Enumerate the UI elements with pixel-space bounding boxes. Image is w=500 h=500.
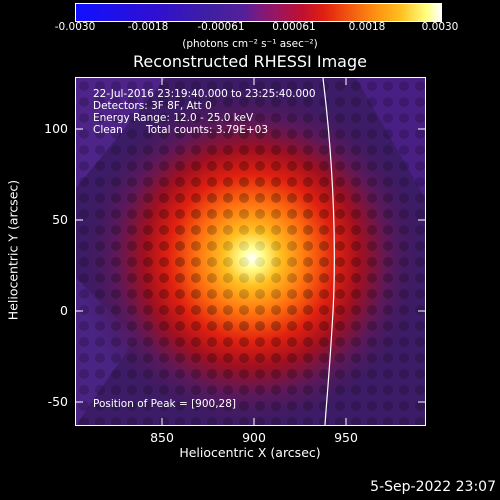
clean-ripple-pattern (76, 78, 425, 425)
plot-title: Reconstructed RHESSI Image (133, 52, 367, 71)
solar-limb (322, 78, 335, 425)
x-tick-label: 900 (242, 430, 266, 445)
x-axis-label: Heliocentric X (arcsec) (179, 445, 321, 460)
detectors-annotation: Detectors: 3F 8F, Att 0 (93, 100, 212, 112)
x-tick-label: 850 (150, 430, 174, 445)
y-tick-label: 100 (44, 121, 68, 136)
colorbar-tick-label: -0.0030 (54, 21, 96, 33)
colorbar-tick-label: -0.00061 (197, 21, 245, 33)
y-tick-label: 0 (60, 303, 68, 318)
energy-range-annotation: Energy Range: 12.0 - 25.0 keV (93, 112, 254, 124)
peak-position-annotation: Position of Peak = [900,28] (93, 398, 237, 410)
y-axis-label: Heliocentric Y (arcsec) (5, 179, 21, 321)
axis-ticks (76, 78, 425, 425)
total-counts-annotation: Total counts: 3.79E+03 (146, 124, 269, 136)
time-range-annotation: 22-Jul-2016 23:19:40.000 to 23:25:40.000 (93, 88, 316, 100)
y-tick-label: 50 (52, 212, 68, 227)
method-annotation: Clean (93, 124, 123, 136)
colorbar-tick-label: -0.0018 (127, 21, 169, 33)
rhessi-image: 22-Jul-2016 23:19:40.000 to 23:25:40.000… (75, 77, 426, 426)
y-tick-label: -50 (47, 394, 68, 409)
colorbar-tick-label: 0.00061 (272, 21, 316, 33)
x-tick-label: 950 (334, 430, 358, 445)
rhessi-image-canvas (76, 78, 425, 425)
colorbar-units: (photons cm⁻² s⁻¹ asec⁻²) (182, 38, 318, 50)
footer-date: 5-Sep-2022 23:07 (370, 479, 496, 495)
colorbar (75, 3, 442, 22)
colorbar-tick-label: 0.0030 (421, 21, 459, 33)
colorbar-tick-label: 0.0018 (348, 21, 386, 33)
